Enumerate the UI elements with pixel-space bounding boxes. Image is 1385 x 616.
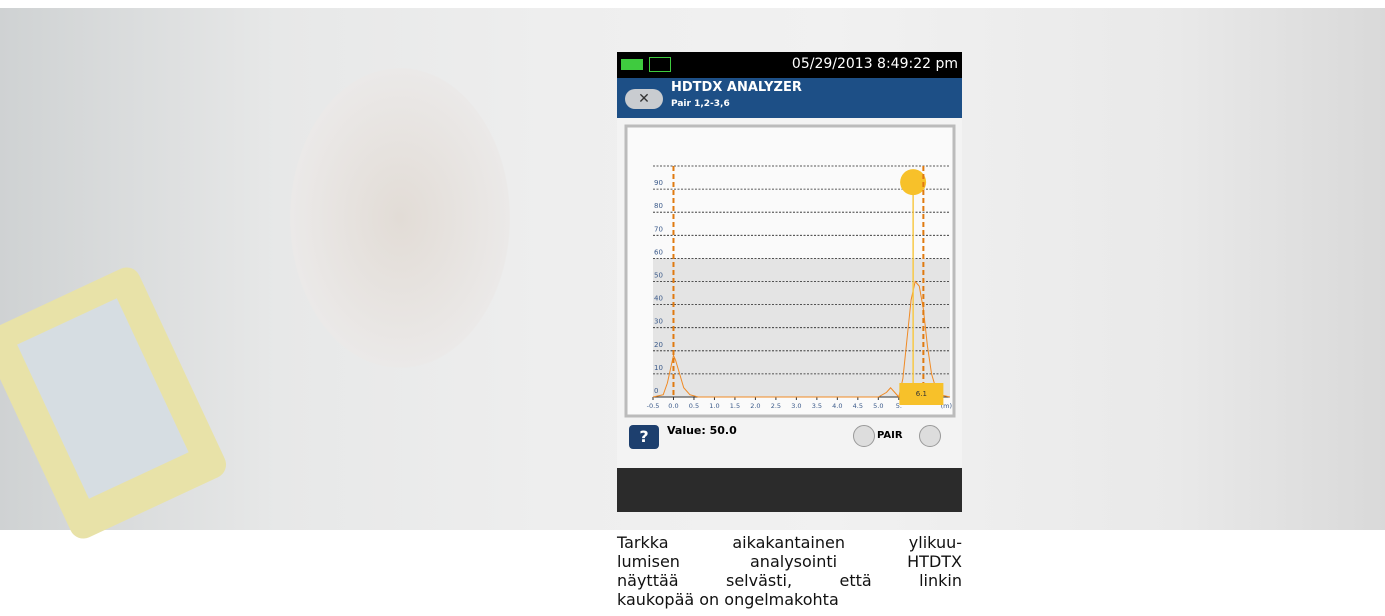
screen-subtitle: Pair 1,2-3,6: [671, 99, 730, 109]
y-tick-label: 60: [654, 248, 663, 256]
x-tick-label: -0.5: [647, 402, 660, 410]
device-screen: 05/29/2013 8:49:22 pm ✕ HDTDX ANALYZER Pai…: [617, 52, 962, 512]
x-tick-label: 3.0: [791, 402, 801, 410]
caption-line: lumisen analysointi HTDTX: [617, 552, 962, 571]
photo-person: [290, 68, 510, 368]
caption-line: Tarkka aikakantainen ylikuu-: [617, 533, 962, 552]
cursor-label: 6.1: [916, 390, 927, 398]
status-bar: 05/29/2013 8:49:22 pm: [617, 52, 962, 78]
next-pair-button[interactable]: [919, 425, 941, 447]
x-tick-label: 5.0: [873, 402, 883, 410]
close-button[interactable]: ✕: [625, 89, 663, 109]
x-tick-label: 1.0: [709, 402, 719, 410]
y-tick-label: 90: [654, 179, 663, 187]
connection-icon: [649, 57, 671, 72]
x-tick-label: 2.0: [750, 402, 760, 410]
caption-line: kaukopää on ongelmakohta: [617, 590, 962, 609]
x-tick-label: 0.0: [668, 402, 678, 410]
x-tick-label: 1.5: [730, 402, 740, 410]
y-tick-label: 40: [654, 295, 663, 303]
y-tick-label: 10: [654, 364, 663, 372]
value-readout: Value: 50.0: [667, 424, 737, 437]
header: ✕ HDTDX ANALYZER Pair 1,2-3,6: [617, 78, 962, 118]
x-tick-label: 4.5: [853, 402, 863, 410]
y-tick-label: 70: [654, 225, 663, 233]
page: 05/29/2013 8:49:22 pm ✕ HDTDX ANALYZER Pai…: [0, 0, 1385, 616]
y-tick-label: 80: [654, 202, 663, 210]
chart: 0 10 20 30 40 50 60 70 80 90 -0.5 0.0 0.5 1.0 1.5 2.0 2.…: [617, 118, 962, 418]
x-tick-label: 0.5: [689, 402, 699, 410]
pair-label: PAIR: [877, 430, 903, 441]
y-tick-label: 20: [654, 341, 663, 349]
bottom-bar: [617, 468, 962, 512]
y-tick-label: 50: [654, 272, 663, 280]
caption-line: näyttää selvästi, että linkin: [617, 571, 962, 590]
y-tick-label: 30: [654, 318, 663, 326]
datetime: 05/29/2013 8:49:22 pm: [792, 56, 958, 72]
battery-icon: [621, 59, 643, 70]
x-tick-label: 2.5: [771, 402, 781, 410]
screen-title: HDTDX ANALYZER: [671, 80, 802, 95]
caption: Tarkka aikakantainen ylikuu-lumisen anal…: [617, 533, 962, 609]
x-tick-label: 4.0: [832, 402, 842, 410]
help-button[interactable]: ?: [629, 425, 659, 449]
marker-dot: [900, 169, 926, 195]
prev-pair-button[interactable]: [853, 425, 875, 447]
x-tick-label: 3.5: [812, 402, 822, 410]
y-tick-label: 0: [654, 387, 658, 395]
photo-tester: [0, 263, 231, 543]
